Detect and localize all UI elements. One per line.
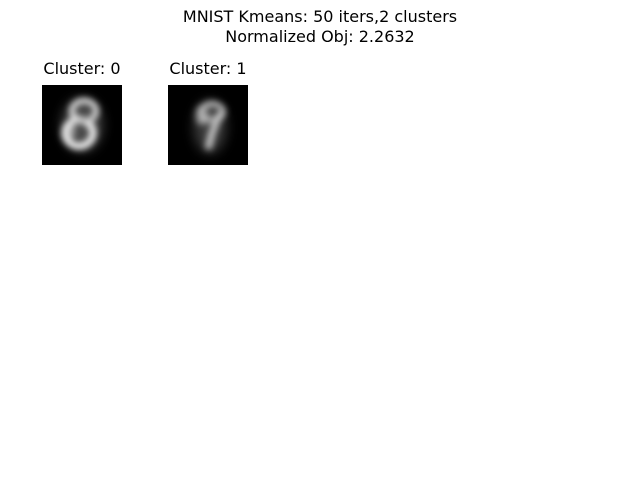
cluster-panel-1: Cluster: 1: [168, 59, 248, 165]
centroid-strokes: [195, 101, 226, 150]
cluster-centroid-image-0: [42, 85, 122, 165]
cluster-panel-0: Cluster: 0: [42, 59, 122, 165]
cluster-centroid-image-1: [168, 85, 248, 165]
figure-title-line-1: MNIST Kmeans: 50 iters,2 clusters: [182, 7, 458, 26]
centroid-strokes: [61, 98, 99, 150]
cluster-title-1: Cluster: 1: [169, 59, 247, 78]
cluster-title-0: Cluster: 0: [43, 59, 121, 78]
figure-title: MNIST Kmeans: 50 iters,2 clusters Normal…: [0, 7, 640, 47]
figure-title-line-2: Normalized Obj: 2.2632: [225, 27, 415, 46]
